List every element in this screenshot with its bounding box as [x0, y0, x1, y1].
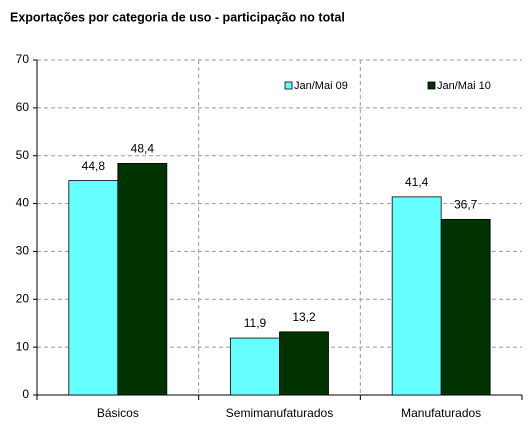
bar: [440, 218, 491, 396]
bar: [391, 196, 442, 396]
legend-swatch: [427, 81, 436, 90]
value-label: 11,9: [244, 316, 267, 330]
value-label: 41,4: [405, 175, 429, 189]
value-label: 13,2: [292, 310, 316, 324]
y-tick-label: 50: [16, 148, 30, 162]
legend-label: Jan/Mai 09: [294, 80, 348, 92]
bar: [117, 162, 168, 396]
value-label: 44,8: [82, 159, 106, 173]
y-tick-label: 0: [22, 387, 29, 401]
chart-title: Exportações por categoria de uso - parti…: [10, 10, 345, 24]
legend-label: Jan/Mai 10: [437, 80, 491, 92]
y-tick-label: 40: [16, 196, 30, 210]
bar: [279, 331, 329, 396]
x-tick-label: Básicos: [97, 406, 139, 420]
x-tick-label: Manufaturados: [401, 406, 481, 420]
y-tick-label: 10: [16, 339, 30, 353]
legend-swatch: [284, 81, 293, 90]
value-label: 48,4: [131, 142, 155, 156]
y-tick-label: 60: [16, 100, 30, 114]
bar: [68, 180, 119, 396]
x-tick-label: Semimanufaturados: [226, 406, 333, 420]
y-tick-label: 20: [16, 291, 30, 305]
bar: [230, 337, 280, 396]
y-tick-label: 30: [16, 244, 30, 258]
y-tick-label: 70: [16, 52, 30, 66]
value-label: 36,7: [454, 198, 478, 212]
